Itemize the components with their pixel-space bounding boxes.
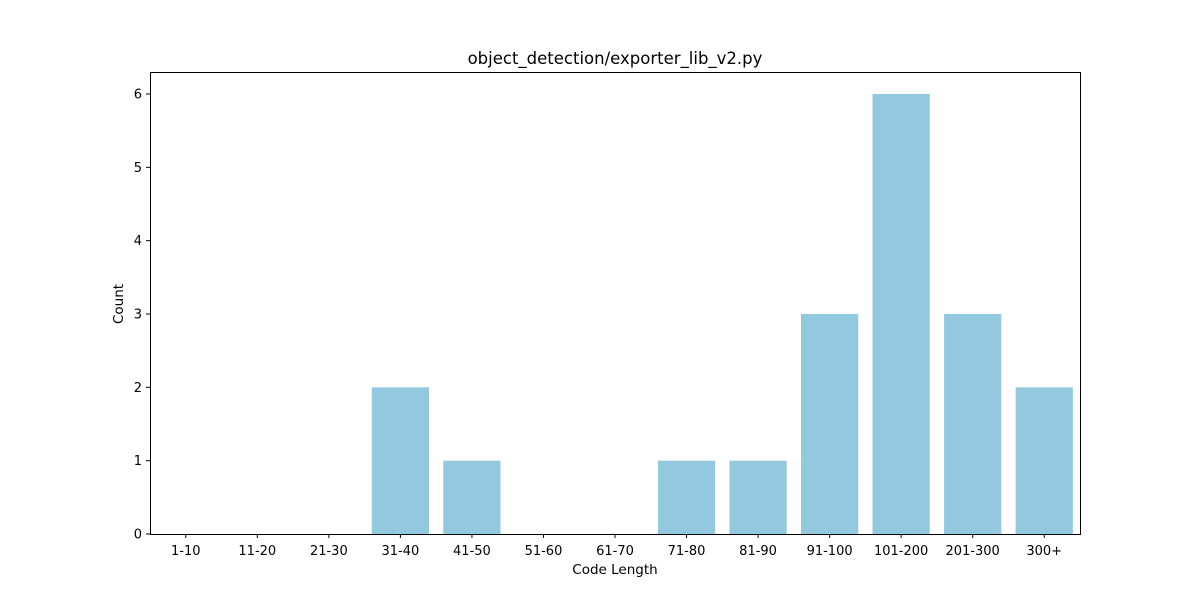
bar-81-90 [729, 460, 787, 534]
x-tick-label: 300+ [1026, 544, 1062, 559]
x-tick-label: 201-300 [946, 544, 1000, 559]
bar-31-40 [371, 387, 429, 534]
y-tick-label: 6 [134, 88, 142, 103]
y-tick-label: 0 [134, 528, 142, 543]
y-tick-label: 1 [134, 454, 142, 469]
x-tick-label: 1-10 [171, 544, 201, 559]
x-tick-label: 61-70 [596, 544, 634, 559]
y-axis-ticks: 0 1 2 3 4 5 6 [134, 88, 150, 543]
x-tick-label: 91-100 [807, 544, 853, 559]
x-tick-label: 31-40 [381, 544, 419, 559]
y-tick-label: 4 [134, 234, 142, 249]
y-tick-label: 3 [134, 308, 142, 323]
x-tick-label: 21-30 [310, 544, 348, 559]
bars-group [371, 94, 1073, 534]
x-tick-label: 81-90 [739, 544, 777, 559]
x-tick-label: 51-60 [525, 544, 563, 559]
y-tick-label: 2 [134, 381, 142, 396]
chart-title: object_detection/exporter_lib_v2.py [468, 49, 763, 69]
x-tick-label: 41-50 [453, 544, 491, 559]
bar-101-200 [872, 94, 930, 534]
x-tick-label: 101-200 [874, 544, 928, 559]
y-tick-label: 5 [134, 161, 142, 176]
bar-71-80 [657, 460, 716, 534]
bar-201-300 [944, 314, 1002, 534]
y-axis-label: Count [111, 284, 127, 324]
bar-41-50 [443, 460, 501, 534]
plot-frame [150, 72, 1081, 535]
bar-300plus [1015, 387, 1073, 534]
bar-91-100 [801, 314, 859, 534]
x-axis-ticks: 1-10 11-20 21-30 31-40 41-50 51-60 61-70 71-80 8… [171, 534, 1062, 559]
x-tick-label: 11-20 [238, 544, 276, 559]
x-axis-label: Code Length [572, 562, 657, 578]
x-tick-label: 71-80 [668, 544, 706, 559]
